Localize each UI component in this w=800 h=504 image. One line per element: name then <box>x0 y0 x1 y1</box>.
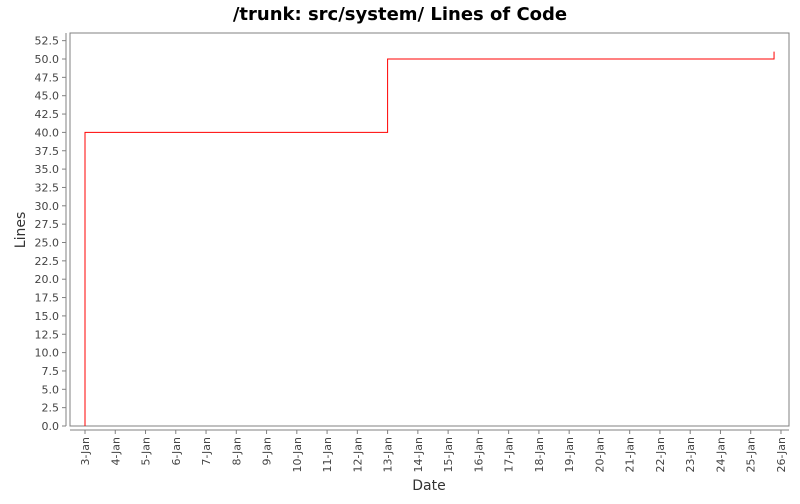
y-tick-label: 50.0 <box>35 53 60 66</box>
x-tick-label: 4-Jan <box>109 437 122 466</box>
y-tick-label: 35.0 <box>35 163 60 176</box>
y-tick-label: 25.0 <box>35 237 60 250</box>
y-tick-label: 30.0 <box>35 200 60 213</box>
x-tick-label: 26-Jan <box>775 437 788 473</box>
x-tick-label: 14-Jan <box>412 437 425 473</box>
x-tick-label: 25-Jan <box>745 437 758 473</box>
x-tick-label: 15-Jan <box>442 437 455 473</box>
y-tick-label: 2.5 <box>42 402 60 415</box>
y-tick-label: 32.5 <box>35 181 60 194</box>
x-tick-label: 12-Jan <box>351 437 364 473</box>
y-tick-label: 7.5 <box>42 365 60 378</box>
y-tick-label: 42.5 <box>35 108 60 121</box>
series-line <box>84 51 775 426</box>
plot-area <box>69 32 790 427</box>
x-tick-label: 23-Jan <box>684 437 697 473</box>
y-tick-label: 47.5 <box>35 71 60 84</box>
x-tick-label: 20-Jan <box>593 437 606 473</box>
y-tick-label: 0.0 <box>42 420 60 433</box>
chart-title: /trunk: src/system/ Lines of Code <box>233 4 567 25</box>
x-tick-label: 7-Jan <box>200 437 213 466</box>
x-tick-label: 11-Jan <box>321 437 334 473</box>
y-tick-label: 52.5 <box>35 35 60 48</box>
y-tick-label: 45.0 <box>35 90 60 103</box>
x-tick-label: 6-Jan <box>170 437 183 466</box>
x-tick-label: 8-Jan <box>230 437 243 466</box>
y-tick-label: 37.5 <box>35 145 60 158</box>
x-tick-label: 18-Jan <box>533 437 546 473</box>
y-tick-label: 5.0 <box>42 383 60 396</box>
y-tick-label: 10.0 <box>35 347 60 360</box>
x-tick-label: 22-Jan <box>654 437 667 473</box>
x-tick-label: 13-Jan <box>382 437 395 473</box>
y-tick-label: 20.0 <box>35 273 60 286</box>
x-tick-label: 19-Jan <box>563 437 576 473</box>
y-tick-label: 40.0 <box>35 126 60 139</box>
x-tick-label: 21-Jan <box>624 437 637 473</box>
x-tick-label: 24-Jan <box>714 437 727 473</box>
y-tick-label: 15.0 <box>35 310 60 323</box>
y-tick-label: 12.5 <box>35 328 60 341</box>
y-axis-label: Lines <box>13 212 29 248</box>
x-tick-label: 10-Jan <box>291 437 304 473</box>
x-axis-label: Date <box>412 478 445 494</box>
x-tick-label: 9-Jan <box>261 437 274 466</box>
y-tick-label: 17.5 <box>35 292 60 305</box>
y-tick-label: 22.5 <box>35 255 60 268</box>
y-tick-label: 27.5 <box>35 218 60 231</box>
x-tick-label: 17-Jan <box>503 437 516 473</box>
x-tick-label: 16-Jan <box>472 437 485 473</box>
x-tick-label: 3-Jan <box>79 437 92 466</box>
x-tick-label: 5-Jan <box>140 437 153 466</box>
